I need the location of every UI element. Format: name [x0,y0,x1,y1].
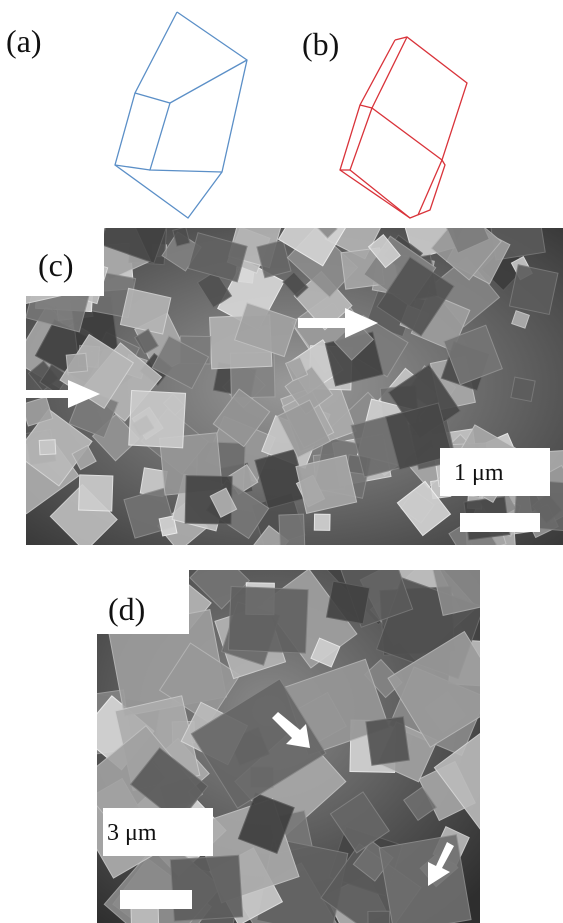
crystal [39,363,70,395]
label-box [97,570,189,634]
crystal [128,389,187,449]
crystal [284,356,309,382]
crystal [378,834,472,923]
sem-image [97,570,480,923]
scale-bar-label: 1 μm [454,460,504,486]
crystal [65,352,89,374]
cube-wireframe [114,11,248,219]
crystal [367,910,391,923]
crystal [237,792,295,854]
crystal [387,630,480,748]
crystal [169,854,244,922]
crystal [511,310,530,329]
crystal [78,474,114,512]
crystal [365,716,410,766]
cube-wireframe [339,36,468,219]
scale-bar [120,890,192,909]
crystal [196,270,233,309]
crystal [212,388,271,448]
crystal [278,513,306,545]
scale-bar [460,513,540,532]
crystal [295,454,358,514]
crystal [38,439,57,456]
crystal [439,228,490,254]
crystal [329,791,390,854]
crystal [151,335,210,390]
crystal [234,302,298,358]
crystal [282,271,309,299]
label-box [103,808,213,856]
crystal [443,324,503,386]
arrow [272,712,454,886]
crystal [129,747,209,824]
crystal [510,376,536,403]
crystal [187,232,248,283]
crystal [316,228,338,239]
crystal [119,287,172,335]
crystal [276,399,332,459]
crystal [325,580,371,625]
panel-label: (d) [108,591,145,627]
crystal [134,328,159,355]
crystal [433,730,480,830]
crystal [427,570,480,616]
crystal [172,228,191,247]
crystal [396,480,452,537]
panel-label: (c) [38,247,74,283]
crystal [367,234,401,269]
crystal [71,444,97,471]
crystal [190,678,327,809]
arrow [26,308,378,408]
crystal [277,228,351,267]
crystal [158,515,178,537]
crystal [324,228,386,260]
crystal [313,513,331,531]
crystal [227,585,309,654]
crystal [99,228,173,264]
label-box [26,228,104,296]
label-box [440,448,550,496]
crystal [508,264,559,316]
crystal [310,637,341,668]
crystal [376,256,455,337]
crystal [209,487,238,518]
crystal [384,402,454,471]
crystal [256,239,292,279]
panel-label: (b) [302,26,339,62]
scale-bar-label: 3 μm [107,820,157,846]
crystal [26,396,54,427]
crystal [403,786,438,822]
panel-label: (a) [6,23,42,59]
